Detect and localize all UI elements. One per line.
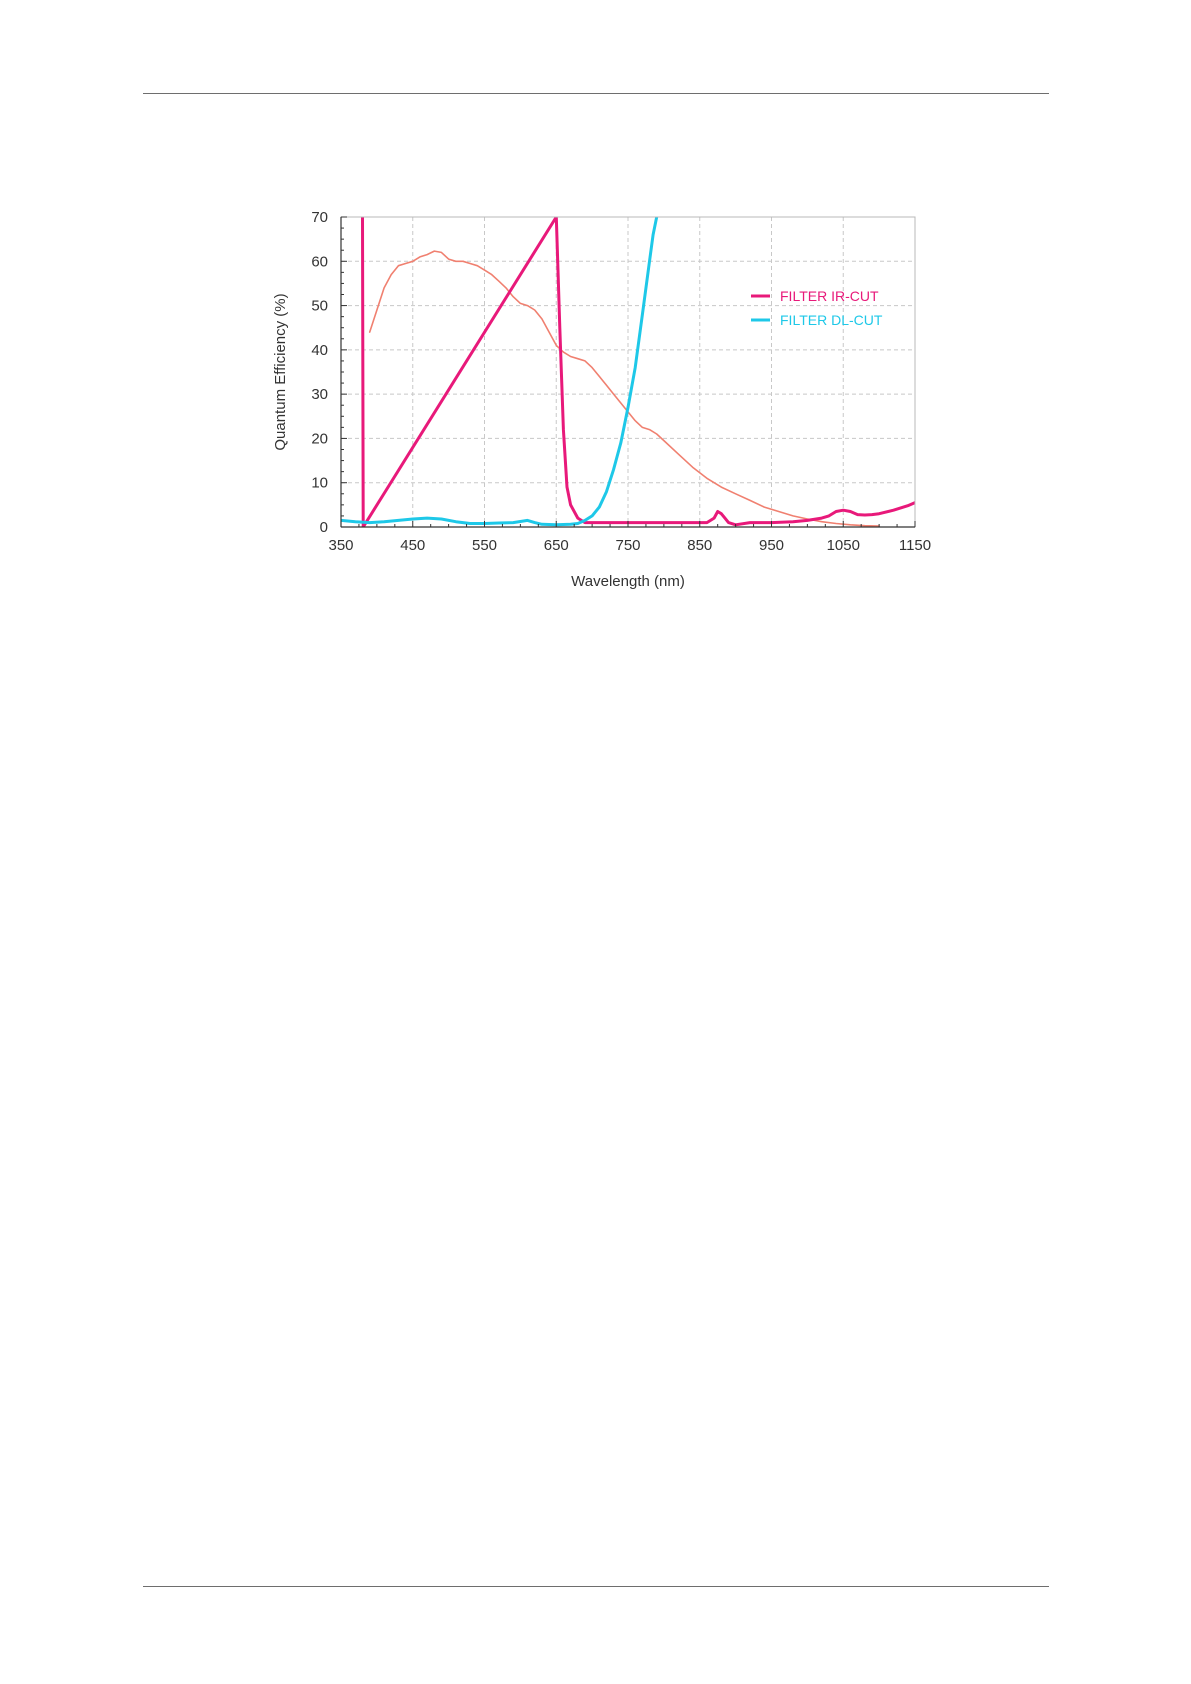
x-tick-label: 550 [472, 537, 497, 554]
x-tick-label: 450 [400, 537, 425, 554]
series-line-2 [341, 217, 659, 527]
series-line-1 [361, 217, 915, 527]
y-tick-label: 40 [311, 342, 328, 359]
y-tick-label: 0 [320, 519, 328, 536]
x-axis-label: Wavelength (nm) [571, 573, 685, 590]
legend-label: FILTER IR-CUT [780, 288, 879, 304]
series-group [341, 217, 915, 527]
x-tick-label: 1150 [899, 537, 931, 554]
x-tick-label: 350 [328, 537, 353, 554]
axes [340, 216, 916, 528]
tick-labels: 350 450 550 650 750 850 950 1050 1150 0 10 20 30 40 50… [311, 209, 931, 554]
y-tick-label: 20 [311, 430, 328, 447]
grid [341, 217, 915, 527]
top-rule [143, 93, 1049, 94]
x-tick-label: 950 [759, 537, 784, 554]
x-tick-label: 850 [687, 537, 712, 554]
y-tick-label: 10 [311, 475, 328, 492]
y-tick-label: 70 [311, 209, 328, 226]
x-tick-label: 1050 [827, 537, 860, 554]
y-tick-label: 60 [311, 253, 328, 270]
legend: FILTER IR-CUT FILTER DL-CUT [751, 288, 883, 328]
bottom-rule [143, 1586, 1049, 1587]
y-axis-label: Quantum Efficiency (%) [272, 293, 289, 450]
quantum-efficiency-chart: 350 450 550 650 750 850 950 1050 1150 0 10 20 30 40 50… [272, 209, 931, 590]
x-tick-label: 650 [544, 537, 569, 554]
x-tick-label: 750 [615, 537, 640, 554]
y-tick-label: 30 [311, 386, 328, 403]
series-line-0 [368, 250, 880, 527]
legend-label: FILTER DL-CUT [780, 312, 883, 328]
y-tick-label: 50 [311, 298, 328, 315]
